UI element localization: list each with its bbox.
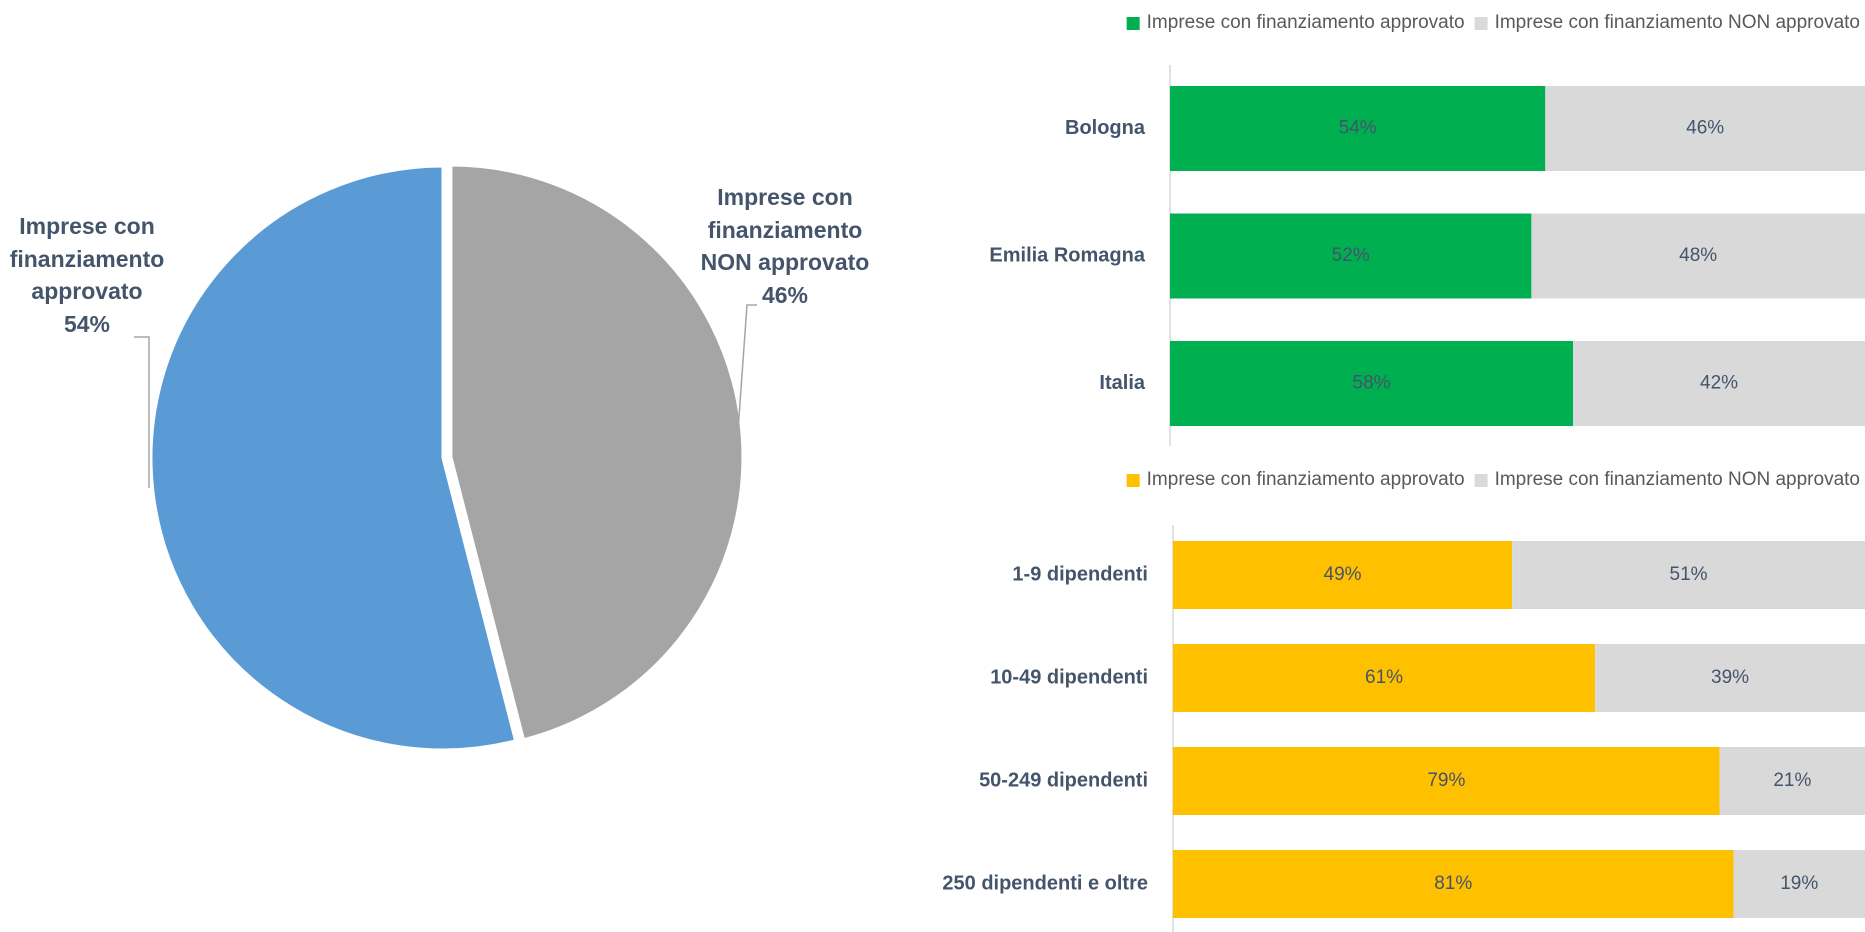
category-label: 50-249 dipendenti	[979, 769, 1148, 791]
category-label: 10-49 dipendenti	[990, 666, 1148, 688]
pie-label: Imprese con finanziamento NON approvato …	[690, 181, 880, 312]
bar-segment	[1512, 541, 1865, 609]
bar-segment	[1170, 341, 1574, 426]
value-label: 21%	[1773, 770, 1811, 791]
value-label: 49%	[1324, 564, 1362, 585]
category-label: Italia	[1099, 372, 1145, 394]
bar-segment	[1173, 850, 1734, 918]
bar-segment	[1170, 213, 1532, 299]
value-label: 61%	[1365, 667, 1403, 688]
value-label: 42%	[1700, 373, 1738, 394]
value-label: 52%	[1332, 245, 1370, 266]
bar-segment	[1173, 644, 1596, 712]
bar-segment	[1595, 644, 1865, 712]
leader-line	[134, 336, 150, 488]
pie-label: Imprese con finanziamento approvato 54%	[2, 210, 172, 341]
value-label: 58%	[1353, 373, 1391, 394]
pie-label-name: Imprese con finanziamento approvato	[9, 213, 165, 305]
category-label: 1-9 dipendenti	[1012, 563, 1148, 585]
value-label: 39%	[1711, 667, 1749, 688]
value-label: 81%	[1434, 873, 1472, 894]
pie-slice	[449, 163, 745, 742]
value-label: 19%	[1780, 873, 1818, 894]
category-label: 250 dipendenti e oltre	[942, 872, 1148, 894]
value-label: 79%	[1427, 770, 1465, 791]
legend-swatch	[1474, 17, 1488, 30]
bar-segment	[1531, 213, 1865, 299]
legend-label: Imprese con finanziamento NON approvato	[1495, 469, 1860, 490]
bar-segment	[1173, 541, 1513, 609]
legend-label: Imprese con finanziamento approvato	[1147, 12, 1465, 33]
pie-label-name: Imprese con finanziamento NON approvato	[700, 184, 870, 276]
legend-swatch	[1474, 474, 1488, 487]
value-label: 51%	[1670, 564, 1708, 585]
bar-segment	[1719, 747, 1865, 815]
bar-segment	[1545, 86, 1865, 171]
legend-label: Imprese con finanziamento approvato	[1147, 469, 1465, 490]
legend-label: Imprese con finanziamento NON approvato	[1495, 12, 1860, 33]
pie-label-value: 46%	[761, 281, 809, 308]
legend-swatch	[1126, 17, 1140, 30]
bar-segment	[1733, 850, 1865, 918]
category-label: Emilia Romagna	[989, 244, 1145, 266]
pie-label-value: 54%	[63, 310, 111, 337]
legend-swatch	[1126, 474, 1140, 487]
leader-line	[737, 304, 757, 432]
value-label: 46%	[1686, 118, 1724, 139]
value-label: 54%	[1339, 118, 1377, 139]
bar-segment	[1573, 341, 1865, 426]
bar-segment	[1173, 747, 1720, 815]
bar-segment	[1170, 86, 1546, 171]
category-label: Bologna	[1065, 117, 1146, 139]
value-label: 48%	[1679, 245, 1717, 266]
pie-slice	[149, 164, 518, 752]
